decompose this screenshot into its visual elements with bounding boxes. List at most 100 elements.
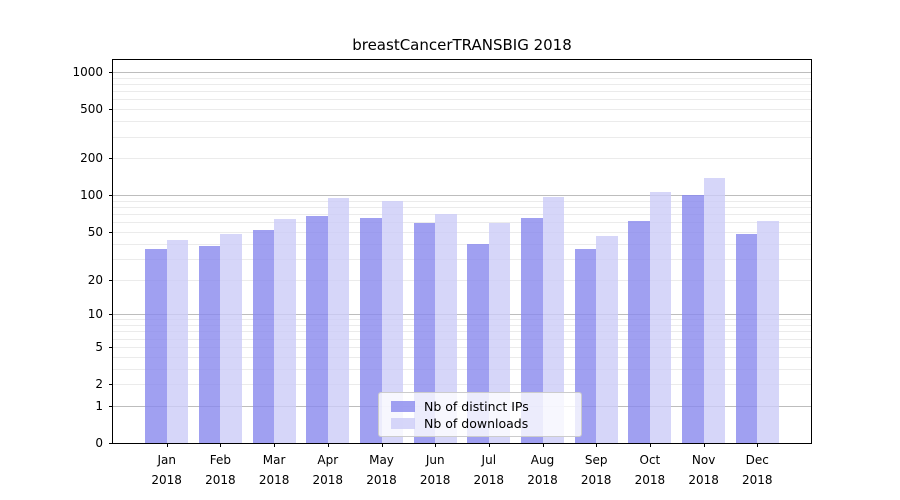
- plot-area: [113, 60, 811, 443]
- x-tick-mark-oct: [649, 443, 651, 447]
- x-tick-mark-nov: [703, 443, 705, 447]
- gridline-minor-6: [113, 338, 811, 340]
- gridline-minor-7: [113, 331, 811, 333]
- x-tick-mark-feb: [220, 443, 222, 447]
- x-tick-year: 2018: [634, 473, 666, 487]
- legend: Nb of distinct IPs Nb of downloads: [378, 392, 582, 437]
- x-tick-year: 2018: [258, 473, 290, 487]
- legend-label-distinct-ips: Nb of distinct IPs: [424, 399, 529, 414]
- x-tick-mark-dec: [757, 443, 759, 447]
- x-tick-year: 2018: [366, 473, 397, 487]
- x-tick-year: 2018: [742, 473, 773, 487]
- y-tick-mark-50: [109, 231, 113, 233]
- bar-nb-of-downloads-jan: [166, 239, 189, 443]
- y-tick-label-0: 0: [95, 436, 103, 450]
- x-tick-label-jun: Jun 2018: [403, 450, 467, 490]
- x-tick-label-mar: Mar 2018: [242, 450, 306, 490]
- x-tick-month: Sep: [584, 453, 608, 467]
- y-tick-label-200: 200: [80, 151, 103, 166]
- y-tick-mark-500: [109, 109, 113, 111]
- gridline-minor-30: [113, 258, 811, 260]
- x-tick-mark-jun: [435, 443, 437, 447]
- x-tick-label-sep: Sep 2018: [564, 450, 628, 490]
- y-tick-label-50: 50: [87, 224, 103, 239]
- x-tick-month: Feb: [209, 453, 232, 467]
- gridline-minor-300: [113, 136, 811, 138]
- x-tick-year: 2018: [580, 473, 612, 487]
- bar-nb-of-downloads-oct: [649, 191, 672, 443]
- x-tick-mark-sep: [596, 443, 598, 447]
- bar-nb-of-downloads-sep: [596, 236, 618, 443]
- y-tick-label-10: 10: [87, 307, 103, 322]
- y-tick-mark-0: [109, 443, 113, 444]
- gridline-minor-5: [113, 346, 811, 348]
- gridline-minor-60: [113, 222, 811, 224]
- x-tick-month: Mar: [262, 453, 286, 467]
- gridline-minor-8: [113, 325, 811, 326]
- bar-nb-of-downloads-mar: [274, 218, 296, 443]
- y-tick-mark-200: [109, 158, 113, 160]
- gridline-major-1000: [113, 72, 811, 73]
- gridline-minor-9: [113, 319, 811, 321]
- bar-nb-of-distinct-ips-dec: [735, 234, 758, 443]
- bar-nb-of-distinct-ips-nov: [682, 195, 704, 443]
- x-tick-month: Jan: [157, 453, 176, 467]
- legend-entry-distinct-ips: Nb of distinct IPs: [391, 398, 571, 415]
- bar-nb-of-distinct-ips-aug: [521, 218, 543, 443]
- bar-nb-of-downloads-jul: [488, 223, 511, 443]
- x-tick-mark-aug: [542, 443, 544, 447]
- legend-swatch-downloads: [391, 418, 415, 429]
- y-tick-label-5: 5: [95, 339, 103, 354]
- gridline-minor-800: [113, 83, 811, 85]
- x-tick-label-may: May 2018: [350, 450, 414, 490]
- x-tick-label-dec: Dec 2018: [725, 450, 789, 490]
- legend-entry-downloads: Nb of downloads: [391, 415, 571, 432]
- gridline-minor-50: [113, 231, 811, 233]
- gridline-minor-90: [113, 200, 811, 202]
- x-tick-mark-jan: [166, 443, 168, 447]
- bar-nb-of-downloads-feb: [220, 234, 242, 443]
- bar-nb-of-distinct-ips-jun: [413, 223, 436, 443]
- bar-nb-of-distinct-ips-may: [360, 218, 382, 443]
- gridline-minor-20: [113, 279, 811, 281]
- bar-nb-of-downloads-dec: [757, 221, 779, 443]
- gridline-minor-600: [113, 99, 811, 101]
- y-tick-mark-5: [109, 346, 113, 348]
- y-tick-mark-100: [109, 195, 113, 197]
- x-tick-month: Oct: [639, 453, 661, 467]
- y-tick-mark-10: [109, 314, 113, 316]
- y-tick-mark-1: [109, 405, 113, 407]
- gridline-minor-700: [113, 91, 811, 93]
- x-tick-month: Jun: [425, 453, 445, 467]
- y-tick-label-1: 1: [95, 398, 103, 413]
- bar-nb-of-downloads-jun: [435, 214, 457, 443]
- gridline-minor-500: [113, 109, 811, 111]
- bar-nb-of-downloads-aug: [542, 197, 564, 443]
- x-tick-mark-apr: [327, 443, 329, 447]
- bar-nb-of-downloads-may: [381, 200, 403, 443]
- x-tick-year: 2018: [527, 473, 558, 487]
- bar-nb-of-downloads-apr: [327, 197, 350, 443]
- gridline-minor-3: [113, 368, 811, 370]
- x-tick-year: 2018: [312, 473, 344, 487]
- x-tick-year: 2018: [419, 473, 451, 487]
- y-tick-mark-1000: [109, 72, 113, 73]
- gridline-major-10: [113, 314, 811, 316]
- bar-nb-of-downloads-nov: [703, 178, 726, 443]
- y-tick-label-2: 2: [95, 377, 103, 391]
- legend-label-downloads: Nb of downloads: [424, 416, 529, 431]
- x-tick-label-feb: Feb 2018: [188, 450, 252, 490]
- gridline-minor-4: [113, 356, 811, 358]
- x-tick-label-oct: Oct 2018: [618, 450, 682, 490]
- x-tick-year: 2018: [473, 473, 505, 487]
- x-tick-year: 2018: [151, 473, 182, 487]
- bar-nb-of-distinct-ips-oct: [628, 221, 650, 443]
- gridline-minor-80: [113, 207, 811, 208]
- y-tick-label-500: 500: [80, 102, 103, 117]
- bar-nb-of-distinct-ips-apr: [306, 216, 328, 443]
- x-tick-month: Jul: [481, 453, 497, 467]
- legend-swatch-distinct-ips: [391, 401, 415, 412]
- x-tick-year: 2018: [688, 473, 719, 487]
- x-tick-mark-jul: [488, 443, 490, 447]
